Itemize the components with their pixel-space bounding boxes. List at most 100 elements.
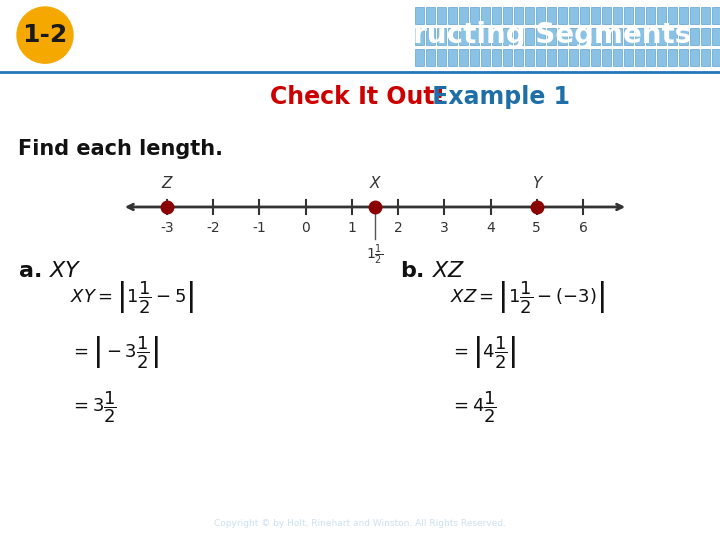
FancyBboxPatch shape bbox=[635, 28, 644, 45]
FancyBboxPatch shape bbox=[459, 7, 468, 24]
Text: Measuring and Constructing Segments: Measuring and Constructing Segments bbox=[82, 21, 691, 49]
Text: X: X bbox=[370, 176, 380, 191]
FancyBboxPatch shape bbox=[712, 49, 720, 66]
FancyBboxPatch shape bbox=[558, 28, 567, 45]
FancyBboxPatch shape bbox=[448, 28, 457, 45]
Text: $XZ = \left|1\dfrac{1}{2} - (-3)\right|$: $XZ = \left|1\dfrac{1}{2} - (-3)\right|$ bbox=[450, 279, 605, 315]
Text: 0: 0 bbox=[301, 221, 310, 235]
FancyBboxPatch shape bbox=[547, 7, 556, 24]
FancyBboxPatch shape bbox=[569, 49, 578, 66]
FancyBboxPatch shape bbox=[481, 7, 490, 24]
FancyBboxPatch shape bbox=[701, 7, 710, 24]
FancyBboxPatch shape bbox=[415, 49, 424, 66]
FancyBboxPatch shape bbox=[470, 28, 479, 45]
FancyBboxPatch shape bbox=[613, 49, 622, 66]
FancyBboxPatch shape bbox=[459, 28, 468, 45]
FancyBboxPatch shape bbox=[536, 49, 545, 66]
FancyBboxPatch shape bbox=[646, 28, 655, 45]
FancyBboxPatch shape bbox=[591, 49, 600, 66]
FancyBboxPatch shape bbox=[415, 7, 424, 24]
FancyBboxPatch shape bbox=[492, 28, 501, 45]
FancyBboxPatch shape bbox=[437, 28, 446, 45]
FancyBboxPatch shape bbox=[624, 49, 633, 66]
FancyBboxPatch shape bbox=[602, 28, 611, 45]
FancyBboxPatch shape bbox=[668, 7, 677, 24]
FancyBboxPatch shape bbox=[514, 49, 523, 66]
FancyBboxPatch shape bbox=[679, 28, 688, 45]
Text: 4: 4 bbox=[486, 221, 495, 235]
FancyBboxPatch shape bbox=[690, 49, 699, 66]
FancyBboxPatch shape bbox=[668, 28, 677, 45]
FancyBboxPatch shape bbox=[624, 28, 633, 45]
FancyBboxPatch shape bbox=[426, 49, 435, 66]
FancyBboxPatch shape bbox=[459, 49, 468, 66]
FancyBboxPatch shape bbox=[657, 28, 666, 45]
FancyBboxPatch shape bbox=[503, 28, 512, 45]
FancyBboxPatch shape bbox=[558, 49, 567, 66]
FancyBboxPatch shape bbox=[701, 49, 710, 66]
FancyBboxPatch shape bbox=[712, 28, 720, 45]
FancyBboxPatch shape bbox=[415, 28, 424, 45]
FancyBboxPatch shape bbox=[580, 49, 589, 66]
FancyBboxPatch shape bbox=[547, 28, 556, 45]
Text: 3: 3 bbox=[440, 221, 449, 235]
Text: Check It Out!: Check It Out! bbox=[270, 85, 445, 110]
FancyBboxPatch shape bbox=[690, 7, 699, 24]
FancyBboxPatch shape bbox=[448, 7, 457, 24]
FancyBboxPatch shape bbox=[624, 7, 633, 24]
FancyBboxPatch shape bbox=[679, 7, 688, 24]
FancyBboxPatch shape bbox=[525, 7, 534, 24]
FancyBboxPatch shape bbox=[635, 49, 644, 66]
Text: $= 3\dfrac{1}{2}$: $= 3\dfrac{1}{2}$ bbox=[70, 389, 117, 425]
Text: Example 1: Example 1 bbox=[424, 85, 570, 110]
Text: Z: Z bbox=[162, 176, 172, 191]
FancyBboxPatch shape bbox=[602, 7, 611, 24]
Text: Holt Geometry: Holt Geometry bbox=[12, 516, 138, 531]
Text: a. $XY$: a. $XY$ bbox=[18, 261, 81, 281]
FancyBboxPatch shape bbox=[712, 7, 720, 24]
FancyBboxPatch shape bbox=[470, 49, 479, 66]
Text: 1-2: 1-2 bbox=[22, 23, 68, 47]
FancyBboxPatch shape bbox=[613, 28, 622, 45]
Text: 5: 5 bbox=[532, 221, 541, 235]
FancyBboxPatch shape bbox=[701, 28, 710, 45]
Text: 6: 6 bbox=[579, 221, 588, 235]
FancyBboxPatch shape bbox=[613, 7, 622, 24]
FancyBboxPatch shape bbox=[580, 7, 589, 24]
FancyBboxPatch shape bbox=[602, 49, 611, 66]
Text: $= \left|4\dfrac{1}{2}\right|$: $= \left|4\dfrac{1}{2}\right|$ bbox=[450, 334, 516, 370]
Text: $1\frac{1}{2}$: $1\frac{1}{2}$ bbox=[366, 243, 384, 267]
FancyBboxPatch shape bbox=[569, 28, 578, 45]
FancyBboxPatch shape bbox=[525, 49, 534, 66]
FancyBboxPatch shape bbox=[426, 7, 435, 24]
FancyBboxPatch shape bbox=[525, 28, 534, 45]
Text: $= \left|-3\dfrac{1}{2}\right|$: $= \left|-3\dfrac{1}{2}\right|$ bbox=[70, 334, 158, 370]
Text: $= 4\dfrac{1}{2}$: $= 4\dfrac{1}{2}$ bbox=[450, 389, 497, 425]
Text: Find each length.: Find each length. bbox=[18, 139, 223, 159]
Text: -1: -1 bbox=[253, 221, 266, 235]
FancyBboxPatch shape bbox=[591, 28, 600, 45]
FancyBboxPatch shape bbox=[437, 7, 446, 24]
FancyBboxPatch shape bbox=[426, 28, 435, 45]
FancyBboxPatch shape bbox=[690, 28, 699, 45]
Text: 1: 1 bbox=[348, 221, 356, 235]
FancyBboxPatch shape bbox=[481, 49, 490, 66]
FancyBboxPatch shape bbox=[679, 49, 688, 66]
Text: Y: Y bbox=[532, 176, 541, 191]
FancyBboxPatch shape bbox=[503, 49, 512, 66]
FancyBboxPatch shape bbox=[646, 49, 655, 66]
Text: -2: -2 bbox=[207, 221, 220, 235]
FancyBboxPatch shape bbox=[514, 28, 523, 45]
FancyBboxPatch shape bbox=[470, 7, 479, 24]
FancyBboxPatch shape bbox=[591, 7, 600, 24]
FancyBboxPatch shape bbox=[547, 49, 556, 66]
Text: -3: -3 bbox=[160, 221, 174, 235]
Text: Copyright © by Holt, Rinehart and Winston. All Rights Reserved.: Copyright © by Holt, Rinehart and Winsto… bbox=[214, 519, 506, 528]
FancyBboxPatch shape bbox=[503, 7, 512, 24]
FancyBboxPatch shape bbox=[492, 7, 501, 24]
FancyBboxPatch shape bbox=[635, 7, 644, 24]
FancyBboxPatch shape bbox=[558, 7, 567, 24]
FancyBboxPatch shape bbox=[646, 7, 655, 24]
FancyBboxPatch shape bbox=[514, 7, 523, 24]
Text: 2: 2 bbox=[394, 221, 402, 235]
